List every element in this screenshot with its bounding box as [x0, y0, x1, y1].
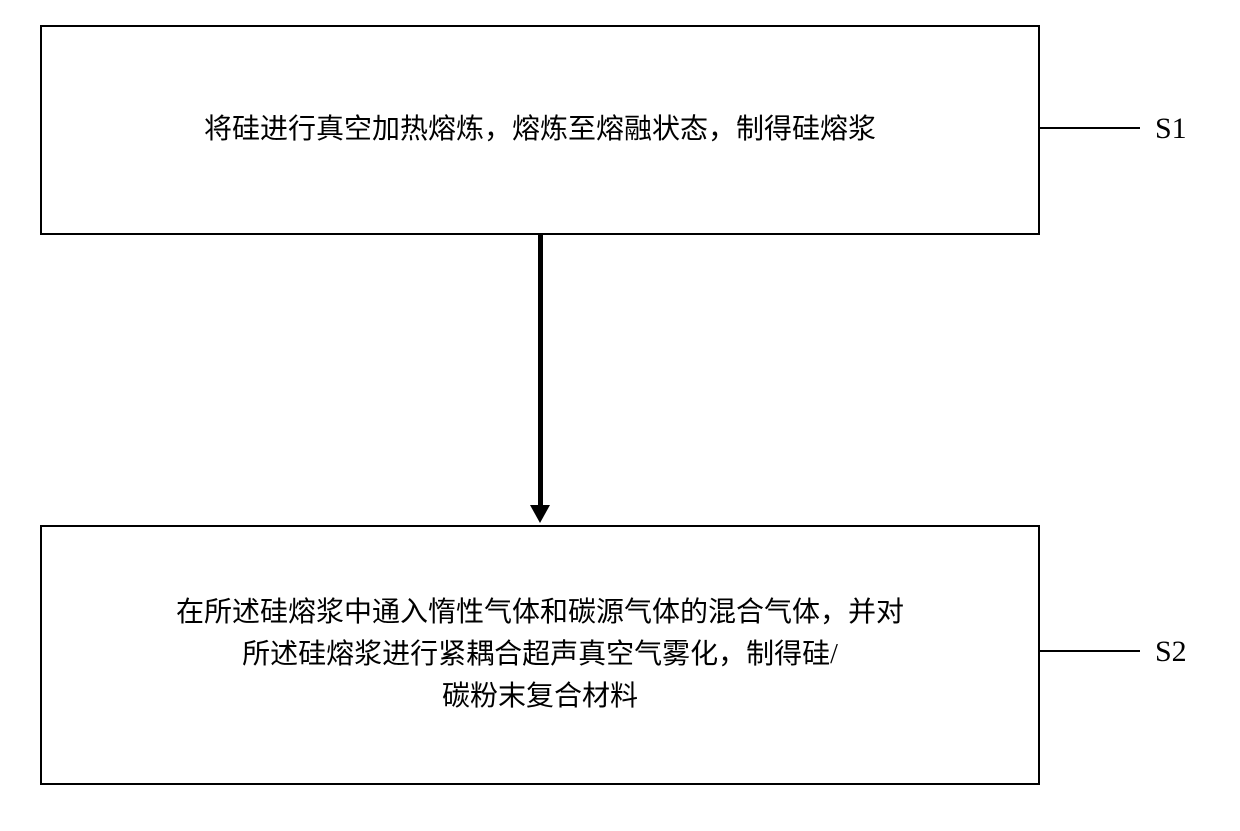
flow-step-s2-text: 在所述硅熔浆中通入惰性气体和碳源气体的混合气体，并对 所述硅熔浆进行紧耦合超声真…	[136, 592, 944, 718]
flow-step-s1-text: 将硅进行真空加热熔炼，熔炼至熔融状态，制得硅熔浆	[164, 109, 916, 151]
flow-step-s2-line3: 碳粉末复合材料	[442, 681, 638, 712]
flow-step-s2-line2: 所述硅熔浆进行紧耦合超声真空气雾化，制得硅/	[242, 639, 838, 670]
step-label-s2: S2	[1155, 635, 1187, 669]
connector-s2-line	[1040, 650, 1140, 652]
edge-s1-s2-arrowhead	[530, 505, 550, 523]
flow-step-s2-box: 在所述硅熔浆中通入惰性气体和碳源气体的混合气体，并对 所述硅熔浆进行紧耦合超声真…	[40, 525, 1040, 785]
flow-step-s1-box: 将硅进行真空加热熔炼，熔炼至熔融状态，制得硅熔浆	[40, 25, 1040, 235]
edge-s1-s2-line	[538, 235, 543, 507]
connector-s1-line	[1040, 127, 1140, 129]
step-label-s1: S1	[1155, 112, 1187, 146]
flow-step-s2-line1: 在所述硅熔浆中通入惰性气体和碳源气体的混合气体，并对	[176, 597, 904, 628]
